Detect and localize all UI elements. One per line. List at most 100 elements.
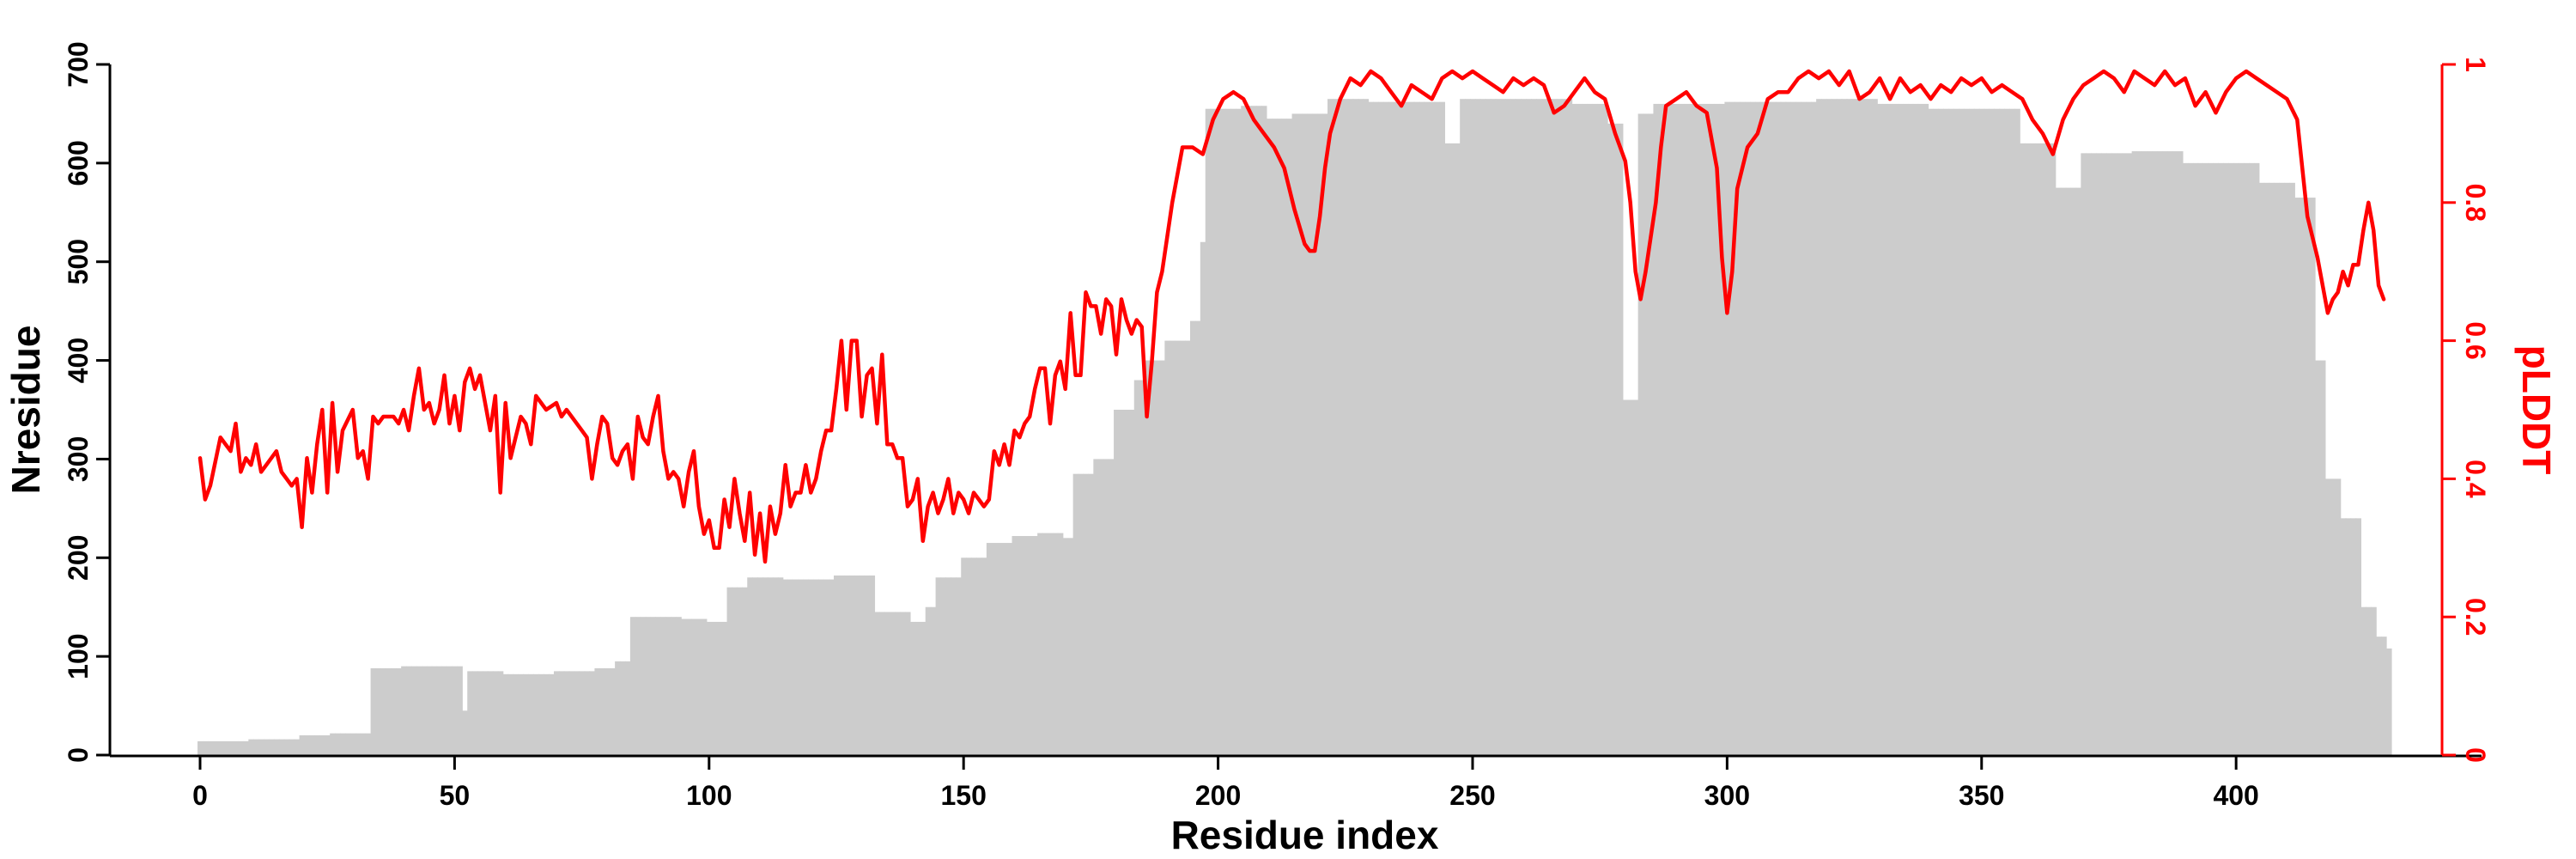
bar [1261, 106, 1267, 756]
bar [2182, 162, 2189, 756]
bar [1495, 99, 1502, 755]
bar [365, 733, 372, 755]
bar [1978, 108, 1985, 755]
bar [1256, 106, 1262, 756]
bar [1801, 101, 1807, 755]
bar [2324, 478, 2331, 755]
bar [971, 557, 977, 755]
bar [523, 673, 529, 755]
bar [1200, 241, 1206, 755]
bar [2187, 162, 2194, 756]
bar [1312, 113, 1318, 755]
bar [793, 579, 799, 755]
bar [1882, 103, 1888, 755]
bar [1332, 99, 1339, 755]
bars-layer [197, 99, 2392, 756]
bar [1999, 108, 2006, 755]
bar [1017, 536, 1023, 755]
bar [1551, 99, 1558, 755]
bar [1291, 113, 1298, 755]
bar [2310, 198, 2316, 755]
bar [1841, 99, 1848, 755]
bar [859, 575, 866, 755]
bar [1928, 108, 1935, 755]
bar [1510, 99, 1516, 755]
bar [299, 735, 306, 755]
bar [1679, 103, 1685, 755]
bar [1688, 103, 1695, 755]
bar [2300, 198, 2306, 755]
bar [1500, 99, 1507, 755]
bar [2081, 153, 2087, 755]
bar [854, 575, 860, 755]
y2-tick-label: 0.4 [2460, 460, 2491, 498]
bar [2157, 151, 2163, 755]
bar [1194, 320, 1201, 755]
bar [757, 577, 763, 755]
x-tick-label: 0 [192, 780, 208, 811]
bar [507, 673, 514, 755]
bar [344, 733, 351, 755]
bar [401, 666, 407, 755]
bar [502, 673, 509, 755]
bar [1943, 108, 1949, 755]
x-tick-label: 100 [686, 780, 732, 811]
bar [1693, 103, 1700, 755]
bar [1419, 101, 1425, 755]
bar [772, 577, 779, 755]
bar [1042, 533, 1048, 755]
bar [1735, 101, 1741, 755]
bar [2152, 151, 2158, 755]
bar [462, 710, 468, 755]
bar [2039, 143, 2046, 755]
bar [1266, 119, 1273, 756]
bar [1902, 103, 1909, 755]
bar [2366, 606, 2372, 755]
bar [411, 666, 417, 755]
bar [1597, 103, 1603, 755]
bar [1424, 101, 1431, 755]
bar [2136, 151, 2143, 755]
y-tick-label: 200 [63, 535, 94, 581]
bar [1658, 103, 1664, 755]
bar [2208, 162, 2215, 756]
bar [1210, 108, 1217, 755]
bar [360, 733, 367, 755]
bar [1516, 99, 1522, 755]
bar [1856, 99, 1863, 755]
bar [304, 735, 311, 755]
bar [1378, 101, 1384, 755]
bar [1582, 103, 1588, 755]
bar [1719, 103, 1726, 755]
bar [2147, 151, 2153, 755]
bar [935, 577, 942, 755]
bar [375, 667, 382, 755]
bar [2202, 162, 2209, 756]
bar [391, 667, 397, 755]
y2-tick-label: 0 [2460, 747, 2491, 763]
bar [2289, 182, 2295, 755]
bar [273, 739, 280, 755]
bar [1862, 99, 1868, 755]
bar [233, 740, 240, 755]
bar [1698, 103, 1705, 755]
bar [1622, 399, 1629, 755]
bar [874, 612, 880, 755]
bar [340, 733, 346, 755]
bar [726, 587, 733, 755]
bar [650, 617, 657, 755]
bar [1816, 99, 1822, 755]
bar [202, 740, 209, 755]
bar [1754, 101, 1761, 755]
bar [396, 667, 402, 755]
bar [1643, 113, 1649, 755]
bar [483, 671, 489, 755]
bar [1770, 101, 1777, 755]
bar [467, 671, 473, 755]
bar [1342, 99, 1349, 755]
bar [1052, 533, 1059, 755]
bar [803, 579, 809, 755]
bar [2239, 162, 2245, 756]
bar [1521, 99, 1527, 755]
